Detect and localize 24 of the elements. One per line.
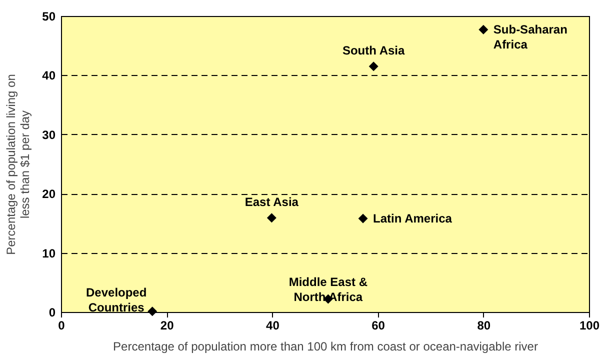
- annotation: East Asia: [244, 194, 299, 209]
- x-tick-label: 20: [160, 318, 174, 332]
- y-tick-label: 40: [42, 68, 56, 83]
- y-tick-label: 10: [42, 246, 56, 260]
- point: [358, 214, 368, 224]
- x-tick-label: 80: [477, 318, 491, 332]
- y-axis-title: Percentage of population living on less than $1 per day: [4, 74, 32, 255]
- y-tick-label: 30: [42, 128, 56, 142]
- x-axis-title: Percentage of population more than 100 km from coast or ocean-navigable river: [113, 340, 538, 354]
- annotation: Latin America: [373, 211, 452, 226]
- point: [148, 306, 158, 316]
- point: [266, 213, 276, 223]
- y-tick-label: 0: [48, 306, 56, 320]
- y-tick-label: 50: [42, 10, 56, 24]
- annotation: South Asia: [342, 43, 406, 58]
- y-tick-label: 20: [42, 187, 56, 202]
- point: [368, 62, 378, 72]
- x-tick-label: 0: [58, 318, 66, 332]
- annotation: Developed Countries: [86, 285, 147, 314]
- x-tick-label: 60: [372, 318, 386, 332]
- annotation: Sub-Saharan Africa: [493, 22, 568, 52]
- x-tick-label: 40: [266, 318, 280, 332]
- x-tick-label: 100: [579, 318, 600, 332]
- point: [478, 24, 488, 34]
